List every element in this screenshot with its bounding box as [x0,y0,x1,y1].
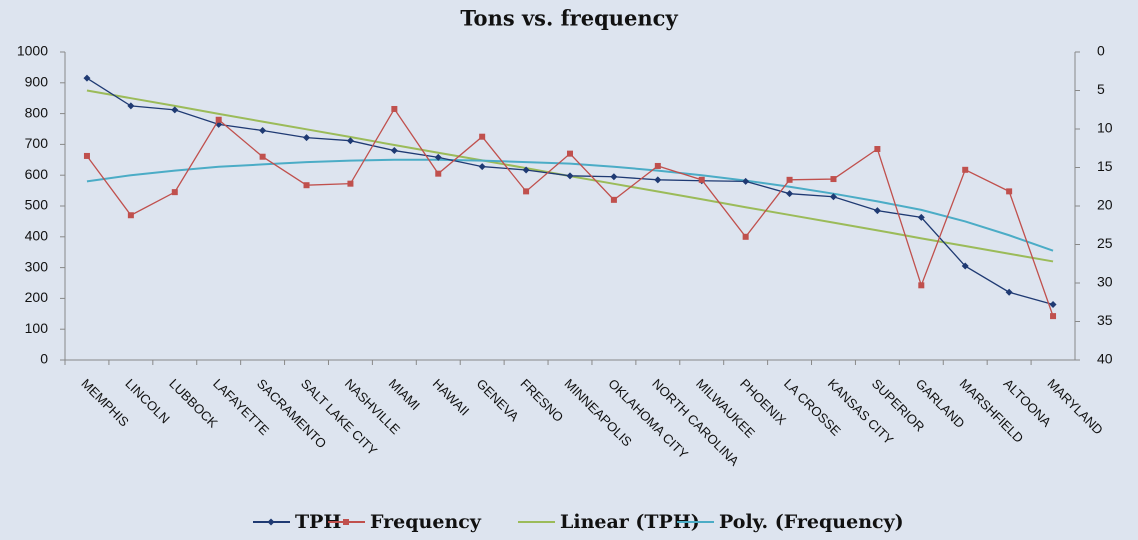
legend-marker [267,518,275,526]
marker [171,106,179,114]
marker [259,127,267,135]
marker [742,233,749,240]
y2-tick-label: 30 [1097,274,1113,290]
marker [610,196,617,203]
marker [1050,313,1057,320]
marker [566,172,574,180]
y-tick-label: 100 [25,320,49,336]
marker [215,116,222,123]
series-line [86,158,1054,252]
y-tick-label: 400 [25,228,49,244]
legend-marker [343,519,349,525]
y-tick-label: 600 [25,166,49,182]
y2-tick-label: 35 [1097,312,1113,328]
marker [259,153,266,160]
y-tick-label: 1000 [17,43,48,59]
marker [434,153,442,161]
marker [390,147,398,155]
legend-label: TPH [295,511,341,533]
marker [171,189,178,196]
marker [698,176,705,183]
chart-title: Tons vs. frequency [460,6,678,31]
y-tick-label: 0 [40,351,48,367]
marker [346,137,354,145]
marker [1005,288,1013,296]
marker [610,173,618,181]
marker [874,146,881,153]
y2-tick-label: 40 [1097,351,1113,367]
marker [829,193,837,201]
y2-tick-label: 5 [1097,81,1105,97]
marker [873,207,881,215]
marker [479,133,486,140]
marker [1006,188,1013,195]
y-tick-label: 200 [25,289,49,305]
y2-tick-label: 15 [1097,158,1113,174]
marker [567,150,573,157]
marker [961,262,969,270]
y2-tick-label: 20 [1097,197,1113,213]
marker [435,170,442,177]
y-tick-label: 700 [25,135,49,151]
marker [303,134,311,142]
marker [478,163,486,171]
y-tick-label: 800 [25,104,49,120]
marker [303,182,310,189]
marker [83,74,91,82]
y2-tick-label: 25 [1097,235,1113,251]
y-tick-label: 900 [25,74,49,90]
marker [522,166,530,174]
y-tick-label: 500 [25,197,49,213]
marker [786,190,794,198]
marker [391,105,398,112]
marker [786,176,793,183]
legend-label: Linear (TPH) [560,511,700,533]
marker [742,177,750,185]
y2-tick-label: 0 [1097,43,1105,59]
marker [83,152,90,159]
marker [127,102,135,110]
marker [347,180,354,187]
legend-label: Frequency [370,511,482,533]
marker [918,282,925,289]
y-tick-label: 300 [25,258,49,274]
legend-label: Poly. (Frequency) [719,511,904,533]
marker [917,213,925,221]
y2-tick-label: 10 [1097,120,1113,136]
marker [654,176,662,184]
marker [523,188,530,195]
marker [830,176,837,183]
marker [1049,301,1057,309]
marker [654,162,661,169]
marker [127,212,134,219]
marker [962,166,969,173]
